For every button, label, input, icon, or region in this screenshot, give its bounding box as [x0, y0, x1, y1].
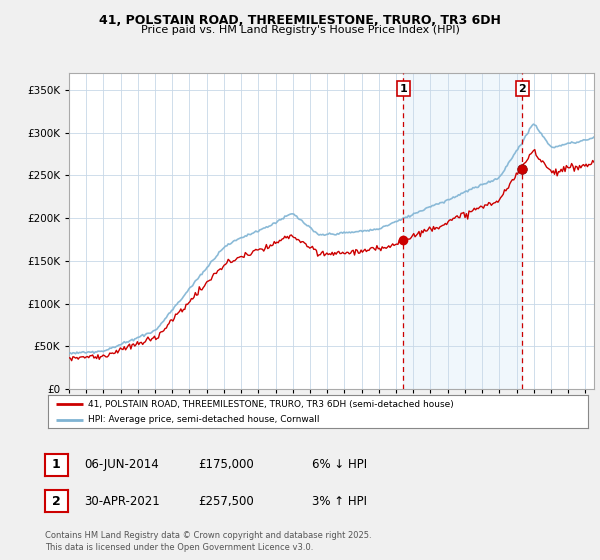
Text: 41, POLSTAIN ROAD, THREEMILESTONE, TRURO, TR3 6DH: 41, POLSTAIN ROAD, THREEMILESTONE, TRURO…	[99, 14, 501, 27]
Text: 2: 2	[518, 83, 526, 94]
Text: HPI: Average price, semi-detached house, Cornwall: HPI: Average price, semi-detached house,…	[89, 416, 320, 424]
Text: 2: 2	[52, 494, 61, 508]
Text: 30-APR-2021: 30-APR-2021	[84, 494, 160, 508]
Text: £175,000: £175,000	[198, 458, 254, 472]
Text: 3% ↑ HPI: 3% ↑ HPI	[312, 494, 367, 508]
Text: 1: 1	[52, 458, 61, 472]
Text: 6% ↓ HPI: 6% ↓ HPI	[312, 458, 367, 472]
Text: £257,500: £257,500	[198, 494, 254, 508]
Text: Price paid vs. HM Land Registry's House Price Index (HPI): Price paid vs. HM Land Registry's House …	[140, 25, 460, 35]
Text: 06-JUN-2014: 06-JUN-2014	[84, 458, 159, 472]
Bar	[403, 73, 522, 389]
Text: 1: 1	[400, 83, 407, 94]
Text: 41, POLSTAIN ROAD, THREEMILESTONE, TRURO, TR3 6DH (semi-detached house): 41, POLSTAIN ROAD, THREEMILESTONE, TRURO…	[89, 400, 454, 409]
Text: Contains HM Land Registry data © Crown copyright and database right 2025.
This d: Contains HM Land Registry data © Crown c…	[45, 531, 371, 552]
